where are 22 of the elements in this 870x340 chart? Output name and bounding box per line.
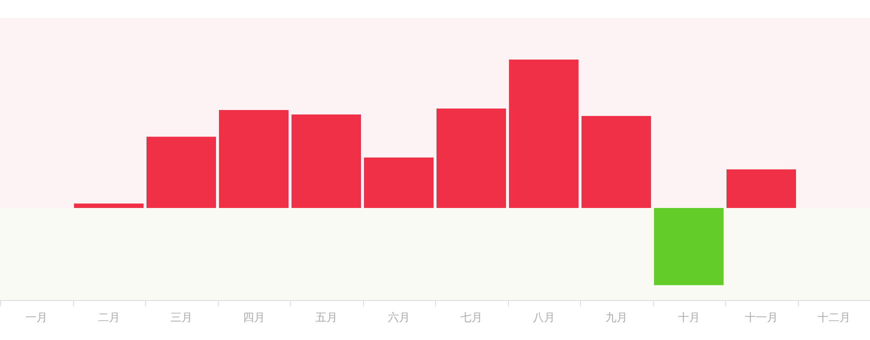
bar: [726, 169, 796, 208]
bar: [509, 60, 578, 208]
bar: [364, 158, 434, 208]
bar: [436, 108, 506, 208]
bar: [146, 136, 216, 208]
x-tick-label: 一月: [25, 311, 48, 324]
bar: [219, 110, 288, 208]
x-tick-label: 十一月: [744, 311, 778, 324]
x-tick-label: 六月: [388, 311, 410, 324]
x-tick-label: 十月: [678, 311, 700, 324]
x-tick-label: 五月: [315, 311, 338, 324]
x-tick-label: 四月: [242, 311, 265, 324]
x-tick-label: 八月: [532, 311, 555, 324]
x-tick-label: 三月: [170, 311, 192, 324]
bar: [74, 204, 144, 208]
bar: [292, 114, 361, 208]
bar: [582, 116, 651, 208]
x-tick-label: 十二月: [817, 311, 850, 324]
bar: [654, 208, 724, 286]
x-tick-label: 七月: [460, 311, 482, 324]
x-tick-label: 二月: [98, 311, 120, 324]
x-tick-label: 九月: [605, 311, 628, 324]
